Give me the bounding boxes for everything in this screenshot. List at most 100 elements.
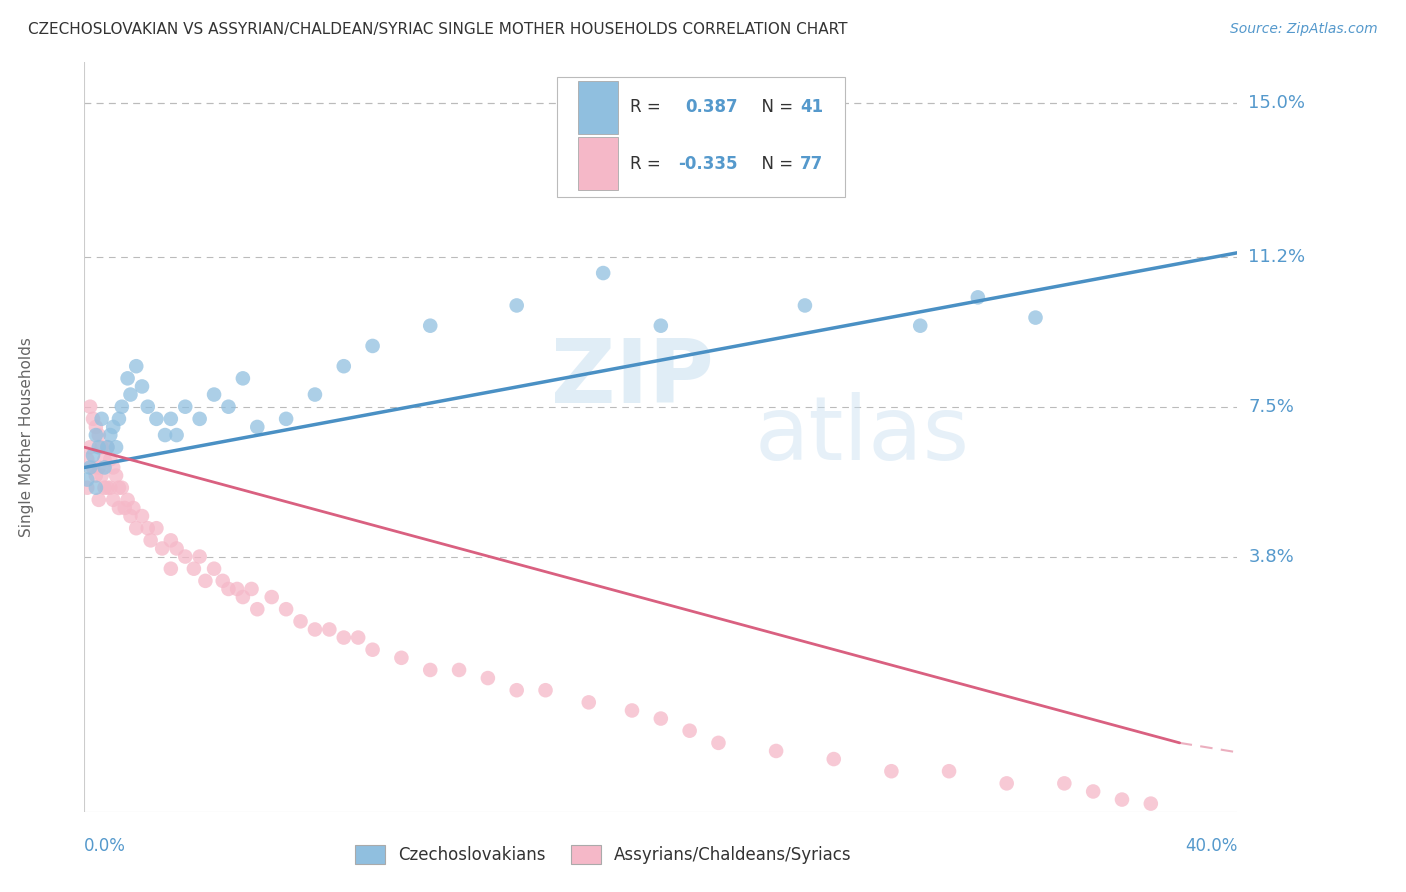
Point bbox=[183, 562, 205, 576]
Point bbox=[188, 549, 211, 564]
Point bbox=[117, 371, 139, 385]
Point bbox=[98, 428, 121, 442]
Point bbox=[650, 712, 672, 726]
Point bbox=[98, 452, 121, 467]
Text: Single Mother Households: Single Mother Households bbox=[18, 337, 34, 537]
Point bbox=[218, 582, 240, 596]
Point bbox=[194, 574, 217, 588]
Point bbox=[1053, 776, 1076, 790]
Point bbox=[794, 298, 817, 312]
Point bbox=[361, 339, 384, 353]
Point bbox=[108, 481, 131, 495]
Text: 41: 41 bbox=[800, 98, 824, 116]
Text: atlas: atlas bbox=[755, 392, 970, 478]
Point bbox=[1140, 797, 1163, 811]
Text: N =: N = bbox=[751, 154, 799, 172]
Point bbox=[120, 387, 142, 401]
Point bbox=[145, 521, 167, 535]
Point bbox=[90, 440, 112, 454]
Point bbox=[174, 400, 197, 414]
Point bbox=[96, 440, 118, 454]
Point bbox=[1083, 784, 1105, 798]
Point bbox=[391, 650, 413, 665]
Point bbox=[153, 428, 176, 442]
Point bbox=[650, 318, 672, 333]
Point bbox=[87, 428, 110, 442]
Point bbox=[105, 440, 128, 454]
Point bbox=[226, 582, 249, 596]
Point bbox=[160, 562, 183, 576]
Point bbox=[1111, 792, 1133, 806]
Text: 7.5%: 7.5% bbox=[1249, 398, 1295, 416]
Point bbox=[160, 533, 183, 548]
Point bbox=[111, 481, 134, 495]
Point bbox=[136, 521, 159, 535]
Point bbox=[910, 318, 932, 333]
Point bbox=[333, 631, 356, 645]
Point bbox=[90, 412, 112, 426]
Text: 3.8%: 3.8% bbox=[1249, 548, 1294, 566]
Text: ZIP: ZIP bbox=[551, 334, 713, 422]
Point bbox=[145, 412, 167, 426]
FancyBboxPatch shape bbox=[578, 81, 619, 134]
Point bbox=[765, 744, 787, 758]
Point bbox=[218, 400, 240, 414]
Point bbox=[136, 400, 159, 414]
Point bbox=[707, 736, 730, 750]
Point bbox=[79, 400, 101, 414]
Point bbox=[103, 420, 124, 434]
Point bbox=[1025, 310, 1047, 325]
Point bbox=[96, 440, 118, 454]
Point bbox=[122, 500, 145, 515]
Point bbox=[76, 473, 98, 487]
Point bbox=[880, 764, 903, 779]
Text: 15.0%: 15.0% bbox=[1249, 94, 1305, 112]
Point bbox=[260, 590, 283, 604]
Point bbox=[166, 541, 188, 556]
Point bbox=[967, 290, 990, 304]
Point bbox=[419, 663, 441, 677]
Point bbox=[139, 533, 162, 548]
Point bbox=[93, 481, 115, 495]
Point bbox=[120, 509, 142, 524]
Point bbox=[534, 683, 557, 698]
Text: 11.2%: 11.2% bbox=[1249, 248, 1306, 266]
Point bbox=[87, 440, 110, 454]
Point bbox=[82, 412, 104, 426]
Point bbox=[111, 400, 134, 414]
Point bbox=[240, 582, 263, 596]
Point bbox=[232, 371, 254, 385]
Point bbox=[938, 764, 960, 779]
Point bbox=[823, 752, 845, 766]
Point bbox=[592, 266, 614, 280]
Point bbox=[84, 420, 107, 434]
Point bbox=[578, 695, 600, 709]
Point bbox=[79, 460, 101, 475]
Point bbox=[82, 448, 104, 462]
Point bbox=[90, 468, 112, 483]
Point bbox=[105, 468, 128, 483]
Text: CZECHOSLOVAKIAN VS ASSYRIAN/CHALDEAN/SYRIAC SINGLE MOTHER HOUSEHOLDS CORRELATION: CZECHOSLOVAKIAN VS ASSYRIAN/CHALDEAN/SYR… bbox=[28, 22, 848, 37]
Text: 77: 77 bbox=[800, 154, 824, 172]
Point bbox=[84, 481, 107, 495]
Point bbox=[419, 318, 441, 333]
Text: 40.0%: 40.0% bbox=[1185, 837, 1237, 855]
Point bbox=[131, 509, 153, 524]
Point bbox=[82, 460, 104, 475]
Point bbox=[318, 623, 340, 637]
Point bbox=[76, 481, 98, 495]
Point bbox=[150, 541, 173, 556]
Point bbox=[188, 412, 211, 426]
Point bbox=[76, 452, 98, 467]
Point bbox=[103, 460, 124, 475]
Point bbox=[449, 663, 471, 677]
Point bbox=[276, 412, 298, 426]
Point bbox=[84, 468, 107, 483]
Point bbox=[160, 412, 183, 426]
Point bbox=[108, 500, 131, 515]
FancyBboxPatch shape bbox=[557, 78, 845, 197]
Point bbox=[621, 703, 644, 717]
Point bbox=[84, 428, 107, 442]
Text: N =: N = bbox=[751, 98, 799, 116]
Text: 0.0%: 0.0% bbox=[84, 837, 127, 855]
